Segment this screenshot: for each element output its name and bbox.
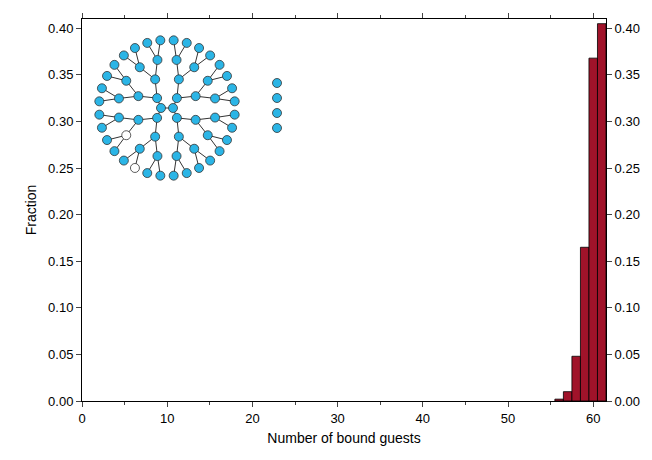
svg-text:0.40: 0.40: [615, 21, 640, 36]
svg-text:0.25: 0.25: [48, 161, 73, 176]
svg-text:20: 20: [245, 411, 259, 426]
svg-text:Number of bound guests: Number of bound guests: [267, 430, 420, 446]
svg-text:0.00: 0.00: [615, 394, 640, 409]
svg-text:40: 40: [416, 411, 430, 426]
svg-text:0.15: 0.15: [48, 254, 73, 269]
svg-text:0.20: 0.20: [615, 207, 640, 222]
svg-text:10: 10: [160, 411, 174, 426]
svg-text:0: 0: [78, 411, 85, 426]
svg-text:50: 50: [501, 411, 515, 426]
svg-text:0.30: 0.30: [48, 114, 73, 129]
svg-text:0.10: 0.10: [48, 300, 73, 315]
svg-text:0.00: 0.00: [48, 394, 73, 409]
svg-text:0.30: 0.30: [615, 114, 640, 129]
svg-text:0.35: 0.35: [48, 67, 73, 82]
svg-text:0.15: 0.15: [615, 254, 640, 269]
svg-text:0.35: 0.35: [615, 67, 640, 82]
svg-text:0.05: 0.05: [48, 347, 73, 362]
svg-text:0.25: 0.25: [615, 161, 640, 176]
svg-text:30: 30: [330, 411, 344, 426]
svg-text:0.10: 0.10: [615, 300, 640, 315]
svg-text:0.05: 0.05: [615, 347, 640, 362]
svg-text:0.20: 0.20: [48, 207, 73, 222]
svg-text:60: 60: [586, 411, 600, 426]
svg-text:Fraction: Fraction: [23, 185, 39, 236]
svg-text:0.40: 0.40: [48, 21, 73, 36]
